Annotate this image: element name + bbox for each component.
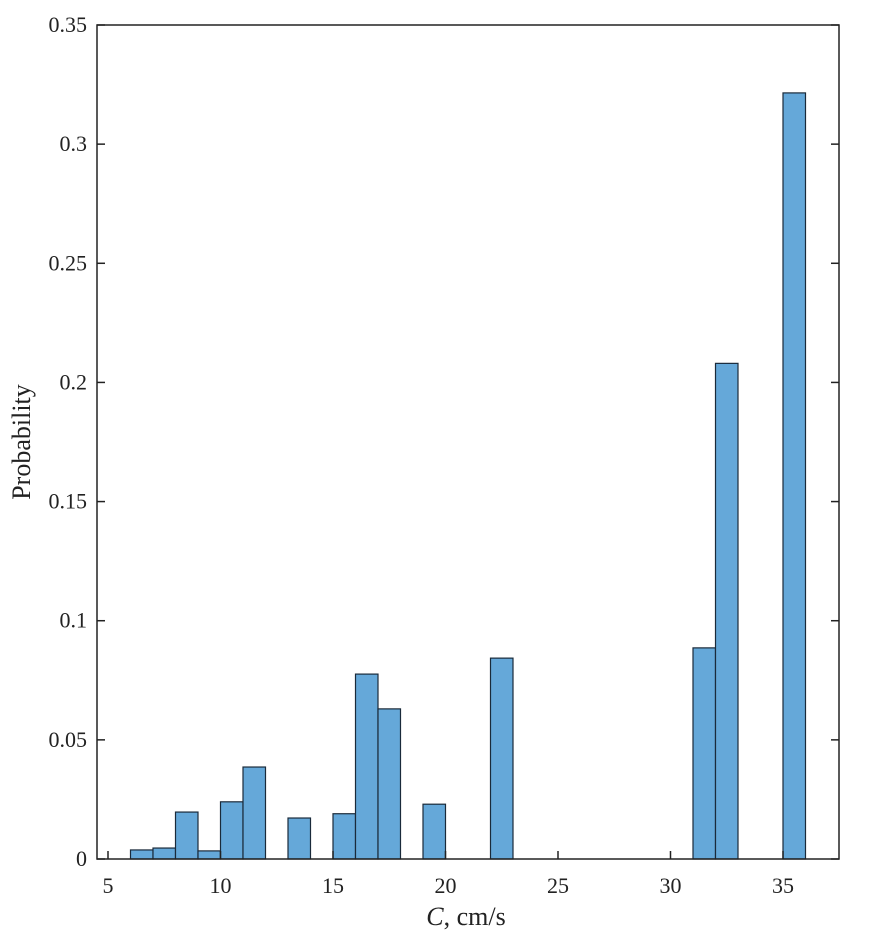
y-tick-label: 0.05 — [49, 727, 88, 752]
bars-group — [129, 92, 807, 860]
x-tick-label: 15 — [322, 873, 344, 898]
histogram-bar — [129, 849, 154, 860]
histogram-bar — [219, 801, 244, 860]
histogram-bar — [692, 647, 717, 860]
x-tick-label: 25 — [547, 873, 569, 898]
x-axis-label: C, cm/s — [426, 902, 505, 931]
histogram-bar — [354, 673, 379, 860]
histogram-bar — [287, 817, 312, 860]
y-axis: 0 0.05 0.1 0.15 0.2 0.25 0.3 0.35 — [49, 12, 839, 871]
y-tick-label: 0.25 — [49, 250, 88, 275]
x-tick-label: 20 — [435, 873, 457, 898]
y-tick-label: 0.3 — [60, 131, 88, 156]
plot-frame — [96, 24, 840, 860]
y-tick-label: 0.2 — [60, 369, 88, 394]
x-tick-label: 35 — [772, 873, 794, 898]
x-tick-label: 5 — [103, 873, 114, 898]
y-tick-label: 0.1 — [60, 608, 88, 633]
x-tick-label: 30 — [660, 873, 682, 898]
histogram-bar — [489, 657, 514, 860]
histogram-bar — [197, 850, 222, 860]
y-tick-label: 0.15 — [49, 489, 88, 514]
histogram-bar — [782, 92, 807, 860]
histogram-bar — [714, 362, 739, 860]
y-tick-label: 0.35 — [49, 12, 88, 37]
histogram-bar — [242, 766, 267, 860]
y-axis-label: Probability — [7, 384, 36, 500]
histogram-bar — [422, 803, 447, 860]
histogram-bar — [332, 813, 357, 860]
histogram-bar — [377, 708, 402, 860]
x-tick-label: 10 — [210, 873, 232, 898]
x-axis: 5 10 15 20 25 30 35 — [103, 851, 794, 898]
histogram-bar — [152, 847, 177, 860]
y-tick-label: 0 — [76, 846, 87, 871]
histogram-bar — [174, 811, 199, 860]
